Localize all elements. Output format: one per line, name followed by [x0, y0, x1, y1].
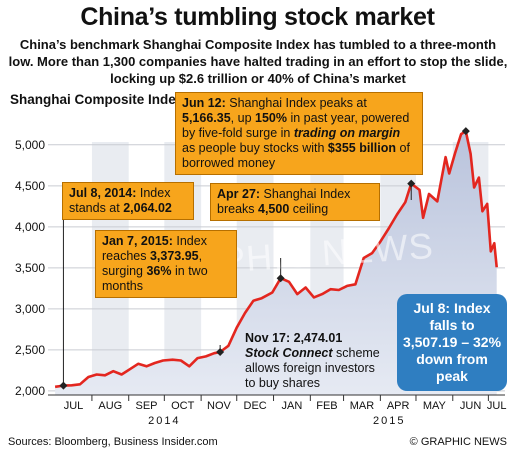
year-label: 2014 — [148, 415, 180, 427]
annotation-jun12: Jun 12: Shanghai Index peaks at 5,166.35… — [175, 92, 423, 175]
x-tick-label: SEP — [136, 400, 158, 412]
page-title: China’s tumbling stock market — [80, 3, 435, 31]
x-tick-label: NOV — [207, 400, 232, 412]
y-tick-label: 3,500 — [15, 261, 45, 275]
index-line — [54, 129, 498, 389]
annotation-nov17: Nov 17: 2,474.01 Stock Connect scheme all… — [245, 331, 380, 390]
y-tick-label: 3,000 — [15, 302, 45, 316]
x-tick-label: APR — [387, 400, 410, 412]
y-axis-label-text: Shanghai Composite Index — [10, 92, 184, 107]
x-tick-label: FEB — [316, 400, 337, 412]
y-tick-label: 2,000 — [15, 384, 45, 398]
index-area — [55, 131, 497, 395]
annotation-jul8-2015: Jul 8: Index falls to 3,507.19 – 32% dow… — [397, 294, 507, 391]
data-marker — [59, 381, 68, 390]
year-label: 2015 — [373, 415, 405, 427]
x-tick-label: JUL — [64, 400, 84, 412]
page-subtitle: China’s benchmark Shanghai Composite Ind… — [8, 37, 508, 86]
x-tick-label: JUL — [487, 400, 507, 412]
y-tick-label: 2,500 — [15, 343, 45, 357]
x-tick-label: OCT — [171, 400, 195, 412]
y-axis-label: Shanghai Composite Index — [10, 92, 183, 108]
annotation-jul8-2014: Jul 8, 2014: Index stands at 2,064.02 — [62, 182, 194, 220]
x-tick-label: JAN — [282, 400, 303, 412]
footer-sources: Sources: Bloomberg, Business Insider.com — [8, 436, 218, 448]
data-marker — [276, 274, 285, 283]
x-tick-label: MAY — [423, 400, 447, 412]
y-tick-label: 4,000 — [15, 220, 45, 234]
data-marker — [407, 179, 416, 188]
x-tick-label: MAR — [350, 400, 375, 412]
annotation-jan7: Jan 7, 2015: Index reaches 3,373.95, sur… — [95, 230, 237, 298]
data-marker — [461, 127, 470, 136]
footer-credit: © GRAPHIC NEWS — [409, 436, 507, 448]
x-tick-label: AUG — [98, 400, 122, 412]
x-tick-label: JUN — [460, 400, 481, 412]
annotation-apr27: Apr 27: Shanghai Index breaks 4,500 ceil… — [210, 183, 380, 221]
x-tick-label: DEC — [244, 400, 267, 412]
data-marker — [216, 348, 225, 357]
y-tick-label: 5,000 — [15, 138, 45, 152]
y-tick-label: 4,500 — [15, 179, 45, 193]
